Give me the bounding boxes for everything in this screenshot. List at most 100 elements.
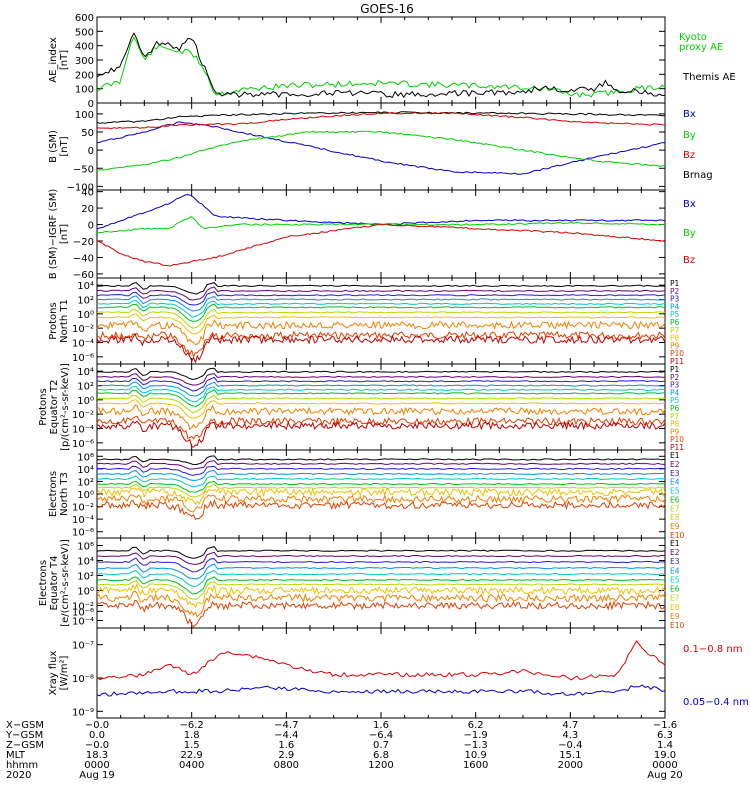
x-axis-value-mlt: 10.9 — [465, 750, 487, 761]
panel-pn: 10⁴ 10² 10⁰ 10⁻² 10⁻⁴ 10⁻⁶ Protons North T1 P1P2… — [48, 277, 684, 366]
y-axis-label: Electrons — [48, 471, 59, 517]
legend-entry: proxy AE — [679, 42, 723, 53]
y-axis-label: [e/(cm²-s-sr-keV)] — [60, 539, 71, 627]
channel-label: P5 — [670, 310, 680, 319]
legend-entry: Themis AE — [682, 72, 736, 83]
x-axis-value-ygsm: 1.8 — [184, 730, 200, 741]
channel-label: E9 — [670, 522, 680, 531]
y-axis-label: [nT] — [59, 50, 70, 70]
x-axis-value-mlt: 19.0 — [654, 750, 676, 761]
channel-line-p5 — [96, 385, 666, 403]
channel-line-p4 — [96, 295, 666, 312]
channel-label: E5 — [670, 575, 680, 584]
y-tick-label: 0 — [88, 99, 94, 110]
y-tick-label: 40 — [81, 188, 94, 199]
x-axis-value-xgsm: 1.6 — [373, 720, 389, 731]
y-tick-label: 10² — [77, 572, 94, 583]
channel-label: P6 — [670, 404, 680, 413]
legend-entry: 0.1−0.8 nm — [683, 644, 742, 655]
legend-entry: Brnag — [683, 170, 713, 181]
x-axis-value-zgsm: 1.5 — [184, 740, 200, 751]
y-tick-label: 500 — [75, 27, 94, 38]
x-axis-value-hhmm: 0400 — [179, 760, 204, 771]
channel-label: P1 — [670, 365, 680, 374]
channel-line-p9 — [96, 318, 666, 346]
legend-entry: Bz — [683, 255, 695, 266]
panel-pe: 10⁴ 10² 10⁰ 10⁻² 10⁻⁴ 10⁻⁶ Protons Equator T2 [p… — [38, 363, 684, 452]
x-axis-value-zgsm: −0.0 — [85, 740, 109, 751]
channel-label: P4 — [670, 388, 680, 397]
channel-line-e6 — [96, 576, 666, 595]
channel-label: P11 — [670, 357, 684, 366]
legend-entry: 0.05−0.4 nm — [683, 697, 749, 708]
channel-label: P4 — [670, 302, 680, 311]
channel-label: E3 — [670, 469, 680, 478]
channel-label: P8 — [670, 420, 680, 429]
y-tick-label: 0 — [88, 221, 94, 232]
channel-line-e1 — [96, 546, 666, 559]
x-axis-value-ygsm: −1.9 — [464, 730, 488, 741]
y-tick-label: −20 — [73, 237, 94, 248]
y-tick-label: 100 — [75, 110, 94, 121]
channel-line-e6 — [96, 480, 666, 493]
x-axis-value-ygsm: −6.4 — [369, 730, 393, 741]
channel-line-e1 — [97, 455, 666, 466]
panel-ae: 0 100 200 300 400 500 600 AE_index [nT] Kyotoprox… — [48, 13, 736, 110]
channel-label: E10 — [670, 531, 685, 540]
x-axis-value-mlt: 6.8 — [373, 750, 389, 761]
series-line-bx — [96, 121, 665, 175]
y-axis-label: Electrons — [38, 560, 49, 606]
y-axis-label: Xray flux — [48, 651, 59, 696]
channel-label: E10 — [670, 621, 685, 630]
channel-line-p1 — [96, 281, 666, 295]
x-axis-value-hhmm: 1200 — [368, 760, 393, 771]
series-line-bz — [96, 111, 666, 130]
x-axis-row-label: Y−GSM — [5, 730, 43, 741]
channel-label: P9 — [670, 341, 680, 350]
y-tick-label: 10⁶ — [77, 452, 94, 463]
channel-label: E8 — [670, 603, 680, 612]
channel-line-e7 — [96, 580, 666, 600]
y-tick-label: 10⁻⁶ — [72, 528, 94, 539]
x-axis-value-mlt: 15.1 — [559, 750, 581, 761]
channel-line-e3 — [96, 465, 666, 476]
channel-line-p10 — [96, 415, 666, 440]
y-axis-label: Equator T2 — [49, 380, 60, 435]
y-tick-label: 10⁻⁷ — [72, 641, 94, 652]
channel-line-p8 — [97, 313, 666, 335]
channel-label: P7 — [670, 326, 680, 335]
channel-label: E2 — [670, 548, 680, 557]
y-tick-label: 10⁰ — [77, 310, 94, 321]
y-axis-label: Equator T4 — [49, 556, 60, 611]
channel-label: P10 — [670, 435, 684, 444]
y-tick-label: 10⁰ — [77, 587, 94, 598]
series-line-bz — [96, 223, 666, 267]
y-tick-label: 200 — [75, 70, 94, 81]
legend-entry: By — [683, 130, 696, 141]
channel-line-p6 — [96, 303, 666, 322]
channel-line-p3 — [96, 376, 666, 392]
y-axis-label: [nT] — [59, 224, 70, 244]
panel-bsm: −100 −50 0 50 100 B (SM) [nT] Bx By Bz Brnag — [48, 102, 713, 193]
channel-line-e8 — [96, 487, 666, 505]
channel-label: E3 — [670, 557, 680, 566]
channel-line-p4 — [96, 381, 666, 397]
y-tick-label: 10² — [77, 477, 94, 488]
channel-label: P7 — [670, 412, 680, 421]
y-tick-label: 20 — [81, 204, 94, 215]
y-tick-label: 10⁻² — [72, 602, 94, 613]
channel-label: E9 — [670, 612, 680, 621]
y-axis-label: North T1 — [59, 299, 70, 343]
x-axis-value-xgsm: 6.2 — [468, 720, 484, 731]
y-tick-label: 10⁻⁹ — [72, 707, 94, 718]
channel-label: P9 — [670, 427, 680, 436]
channel-label: P2 — [670, 287, 680, 296]
channel-line-e2 — [97, 551, 666, 565]
channel-label: E6 — [670, 585, 680, 594]
y-tick-label: 600 — [75, 13, 94, 24]
y-axis-label: B (SM) — [48, 130, 59, 163]
figure-title: GOES-16 — [360, 2, 414, 16]
channel-line-p1 — [96, 367, 666, 381]
channel-label: P5 — [670, 396, 680, 405]
channel-line-p11 — [96, 420, 666, 448]
